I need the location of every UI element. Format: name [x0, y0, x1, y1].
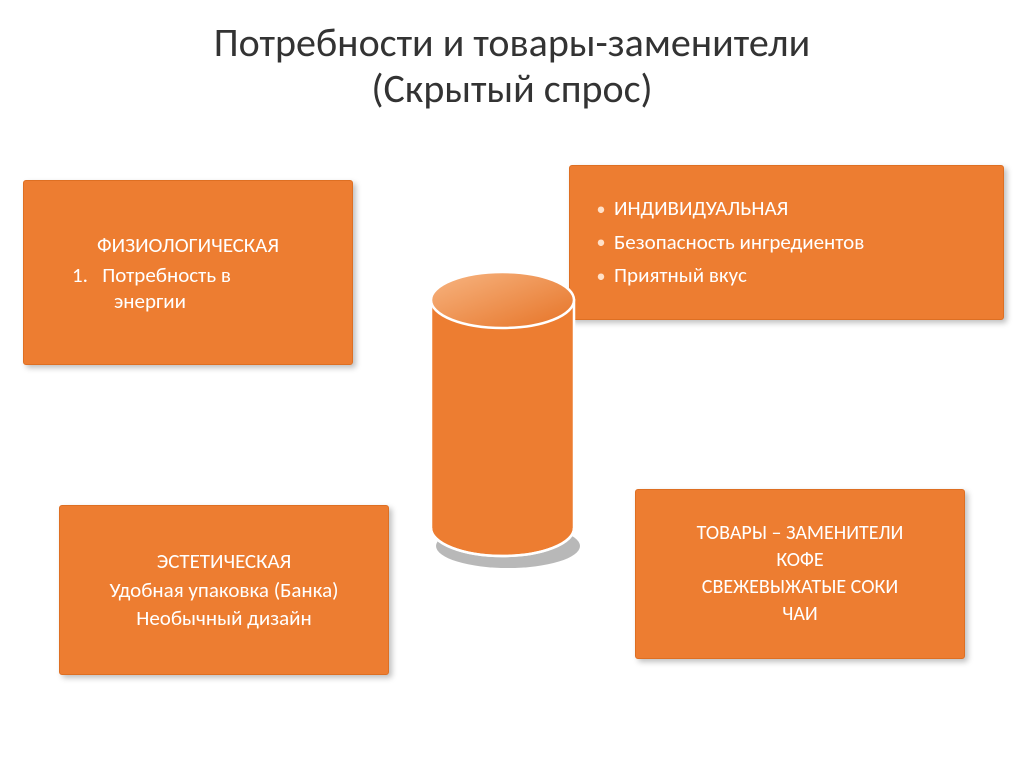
box-substitutes-line3: СВЕЖЕВЫЖАТЫЕ СОКИ — [702, 574, 898, 601]
box-physiological-heading: ФИЗИОЛОГИЧЕСКАЯ — [42, 232, 334, 258]
bullet-item-1: • ИНДИВИДУАЛЬНАЯ — [588, 192, 985, 226]
bullet-item-3: • Приятный вкус — [588, 259, 985, 293]
bullet-icon: • — [588, 195, 614, 224]
box-physiological: ФИЗИОЛОГИЧЕСКАЯ 1. Потребность в энергии — [23, 180, 353, 365]
slide-title: Потребности и товары-заменители (Скрытый… — [0, 20, 1024, 112]
title-line2: (Скрытый спрос) — [371, 64, 652, 113]
box-aesthetic: ЭСТЕТИЧЕСКАЯ Удобная упаковка (Банка) Не… — [59, 505, 389, 675]
box-aesthetic-line1: ЭСТЕТИЧЕСКАЯ — [157, 547, 292, 575]
box-aesthetic-line2: Удобная упаковка (Банка) — [109, 576, 338, 604]
title-line1: Потребности и товары-заменители — [214, 18, 810, 67]
box-aesthetic-line3: Необычный дизайн — [136, 604, 312, 632]
box-substitutes: ТОВАРЫ – ЗАМЕНИТЕЛИ КОФЕ СВЕЖЕВЫЖАТЫЕ СО… — [635, 489, 965, 659]
bullet-icon: • — [588, 228, 614, 257]
box-physiological-item: 1. Потребность в — [42, 262, 334, 288]
box-substitutes-line1: ТОВАРЫ – ЗАМЕНИТЕЛИ — [697, 520, 904, 547]
box-physiological-item-cont: энергии — [42, 288, 334, 314]
box-substitutes-line4: ЧАИ — [782, 601, 818, 628]
bullet-icon: • — [588, 262, 614, 291]
cylinder-icon — [425, 260, 580, 570]
box-substitutes-line2: КОФЕ — [776, 547, 823, 574]
bullet-item-2: • Безопасность ингредиентов — [588, 226, 985, 260]
box-individual: • ИНДИВИДУАЛЬНАЯ • Безопасность ингредие… — [569, 165, 1004, 320]
